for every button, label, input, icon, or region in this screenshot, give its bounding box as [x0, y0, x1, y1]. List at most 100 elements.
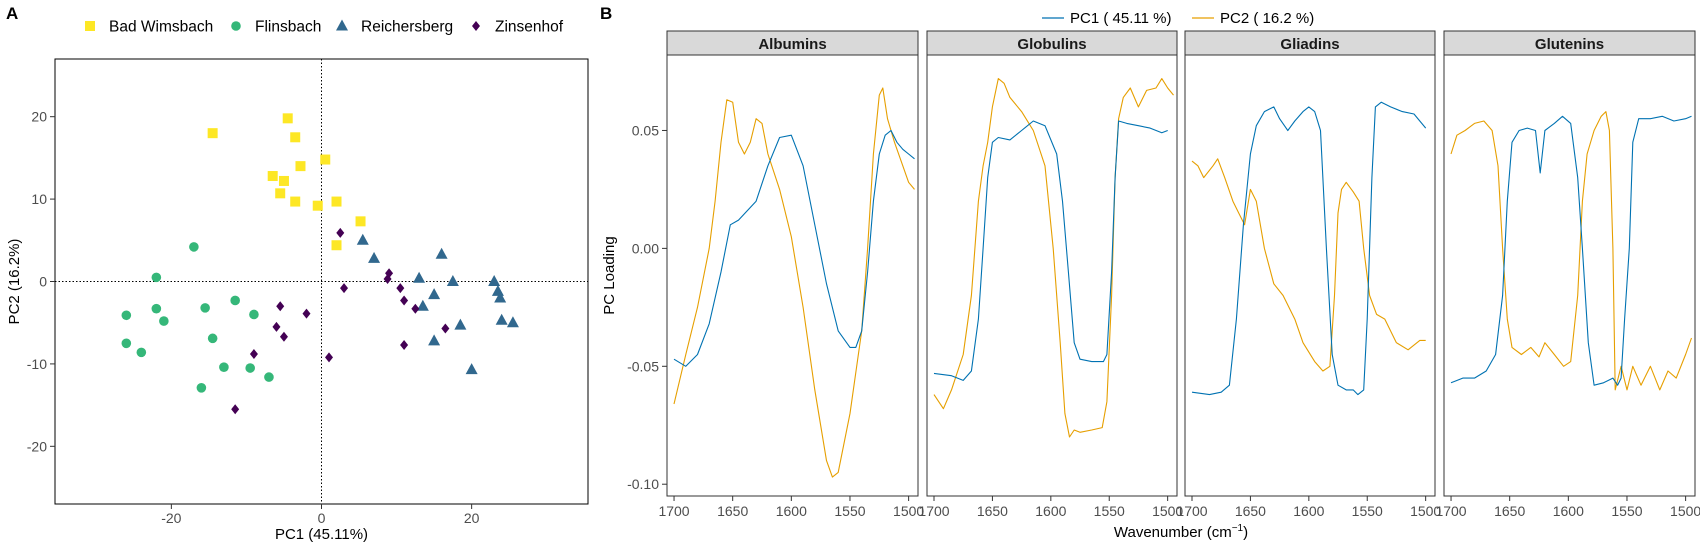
legend-key-zinsenhof — [472, 21, 480, 31]
data-point — [331, 240, 342, 251]
pc2-line — [933, 78, 1174, 438]
data-point — [200, 303, 210, 313]
data-point — [231, 404, 240, 415]
x-tick-label: 1550 — [1352, 503, 1383, 519]
x-tick-label: -20 — [161, 510, 181, 526]
data-point — [441, 323, 450, 334]
data-point — [136, 347, 147, 358]
legend-label: Zinsenhof — [495, 19, 564, 36]
x-tick-label: 1550 — [834, 503, 865, 519]
facet-strip — [1443, 30, 1696, 56]
data-point — [249, 309, 259, 320]
data-point — [302, 308, 311, 319]
data-point — [151, 272, 162, 283]
x-tick-label: 1700 — [1176, 503, 1207, 519]
data-point — [428, 288, 441, 300]
panel-b-label: B — [600, 4, 612, 23]
data-point — [278, 175, 289, 186]
data-point — [506, 316, 519, 328]
data-point — [325, 352, 334, 363]
y-tick-label: 10 — [31, 191, 47, 207]
legend-label: PC2 ( 16.2 %) — [1220, 10, 1314, 27]
data-point — [400, 295, 409, 306]
pc1-line — [933, 120, 1168, 381]
x-tick-label: 1600 — [776, 503, 807, 519]
x-tick-label: 1500 — [1410, 503, 1441, 519]
facet-frame — [1443, 54, 1696, 497]
legend-key-reichersberg — [336, 19, 348, 31]
data-point — [267, 171, 278, 182]
x-tick-label: 1700 — [658, 503, 689, 519]
data-point — [196, 383, 207, 393]
pc1-line — [1191, 101, 1427, 396]
data-point — [312, 200, 323, 211]
y-axis-title: PC Loading — [601, 236, 618, 314]
data-point — [121, 310, 132, 321]
y-tick-label: -0.05 — [627, 358, 659, 374]
data-point — [272, 321, 281, 332]
data-point — [276, 301, 285, 312]
x-axis-title: Wavenumber (cm−1) — [1114, 523, 1248, 541]
legend-label: Reichersberg — [361, 19, 453, 36]
x-tick-label: 1500 — [893, 503, 924, 519]
data-point — [207, 128, 218, 139]
data-point — [428, 334, 441, 346]
data-point — [320, 154, 331, 165]
x-tick-label: 1600 — [1553, 503, 1584, 519]
y-axis-title: PC2 (16.2%) — [6, 239, 23, 325]
y-tick-label: -20 — [27, 438, 47, 454]
data-point — [275, 188, 286, 199]
x-axis-title: PC1 (45.11%) — [275, 526, 368, 543]
data-point — [355, 216, 366, 227]
data-point — [416, 299, 429, 311]
data-point — [383, 274, 392, 285]
x-tick-label: 1600 — [1035, 503, 1066, 519]
data-point — [207, 333, 218, 344]
data-point — [230, 295, 240, 306]
x-tick-label: 1550 — [1094, 503, 1125, 519]
data-point — [295, 161, 306, 172]
data-point — [396, 283, 405, 294]
data-point — [340, 283, 349, 294]
x-tick-label: 1500 — [1152, 503, 1183, 519]
x-tick-label: 1700 — [918, 503, 949, 519]
pca-scores-plot: Bad Wimsbach Flinsbach Reichersberg Zinsenh… — [6, 19, 589, 543]
facet-frame — [926, 54, 1178, 497]
data-point — [159, 316, 169, 326]
legend-key-bad-wimsbach — [85, 21, 95, 31]
x-tick-label: 1650 — [1494, 503, 1525, 519]
legend-label: PC1 ( 45.11 %) — [1070, 10, 1171, 27]
x-tick-label: 20 — [464, 510, 480, 526]
pc1-line — [1450, 115, 1692, 386]
x-tick-label: 1500 — [1670, 503, 1700, 519]
data-point — [151, 303, 162, 314]
x-tick-label: 1650 — [977, 503, 1008, 519]
data-point — [494, 291, 507, 303]
y-tick-label: -10 — [27, 356, 47, 372]
facet-title: Albumins — [758, 36, 826, 53]
legend-label: Flinsbach — [255, 19, 321, 36]
data-point — [413, 271, 426, 283]
y-tick-label: -0.10 — [627, 476, 659, 492]
data-point — [245, 363, 255, 373]
facet-albumins: Albumins 1700 1650 1600 1550 1500 — [658, 30, 924, 519]
facet-frame — [1184, 54, 1436, 497]
y-tick-label: 0.00 — [632, 240, 659, 256]
x-tick-label: 0 — [318, 510, 326, 526]
data-point — [446, 275, 459, 286]
facet-glutenins: Glutenins 1700 1650 1600 1550 1500 — [1435, 30, 1700, 519]
data-point — [279, 331, 288, 342]
data-point — [465, 363, 478, 375]
facet-title: Globulins — [1017, 36, 1086, 53]
data-point — [495, 313, 508, 325]
data-point — [121, 338, 132, 349]
facet-frame — [666, 54, 919, 497]
pc1-line — [673, 129, 915, 367]
facet-title: Glutenins — [1535, 36, 1604, 53]
legend-label: Bad Wimsbach — [109, 19, 213, 36]
x-tick-label: 1650 — [1235, 503, 1266, 519]
data-point — [454, 318, 467, 330]
panel-a-label: A — [6, 4, 18, 23]
